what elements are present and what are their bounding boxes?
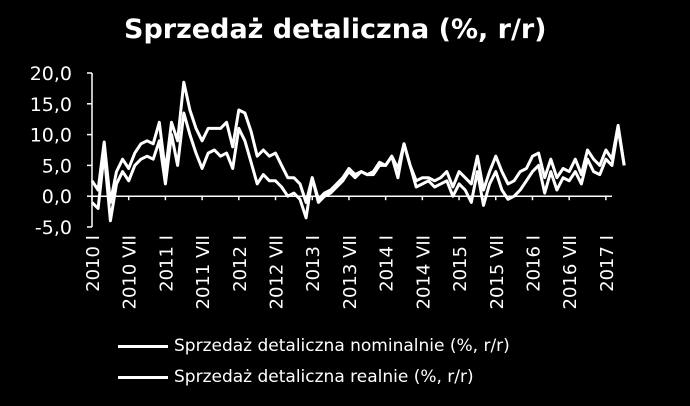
x-tick-label: 2010 VII xyxy=(120,235,141,309)
x-tick-label: 2010 I xyxy=(83,235,104,292)
series-lines xyxy=(90,80,626,223)
series-line-real xyxy=(90,111,626,223)
legend-label-nominal: Sprzedaż detaliczna nominalnie (%, r/r) xyxy=(174,336,510,356)
x-tick-label: 2012 I xyxy=(230,235,251,292)
x-tick-label: 2014 I xyxy=(377,235,398,292)
legend-label-real: Sprzedaż detaliczna realnie (%, r/r) xyxy=(174,367,474,387)
y-tick-label: 0,0 xyxy=(42,186,72,208)
legend-swatch-real xyxy=(118,375,168,379)
x-tick-label: 2011 I xyxy=(156,235,177,292)
y-tick-label: 10,0 xyxy=(30,125,72,147)
legend-swatch-nominal xyxy=(118,344,168,348)
y-tick-label: 5,0 xyxy=(42,155,72,177)
x-tick-label: 2015 VII xyxy=(487,235,508,309)
y-tick-label: 20,0 xyxy=(30,63,72,85)
legend-item-nominal: Sprzedaż detaliczna nominalnie (%, r/r) xyxy=(118,336,510,356)
y-tick-label: -5,0 xyxy=(35,217,72,239)
y-axis: 20,0 15,0 10,0 5,0 0,0 -5,0 xyxy=(30,63,93,239)
x-tick-label: 2012 VII xyxy=(267,235,288,309)
x-tick-label: 2016 VII xyxy=(560,235,581,309)
x-axis: 2010 I 2010 VII 2011 I 2011 VII 2012 I 2012 V… xyxy=(83,195,618,309)
chart-title: Sprzedaż detaliczna (%, r/r) xyxy=(124,14,547,45)
y-tick-label: 15,0 xyxy=(30,94,72,116)
x-tick-label: 2014 VII xyxy=(413,235,434,309)
x-tick-label: 2013 I xyxy=(303,235,324,292)
x-tick-label: 2016 I xyxy=(523,235,544,292)
x-tick-label: 2013 VII xyxy=(340,235,361,309)
x-tick-label: 2011 VII xyxy=(193,235,214,309)
legend-item-real: Sprzedaż detaliczna realnie (%, r/r) xyxy=(118,367,474,387)
x-tick-label: 2015 I xyxy=(450,235,471,292)
x-tick-label: 2017 I xyxy=(597,235,618,292)
